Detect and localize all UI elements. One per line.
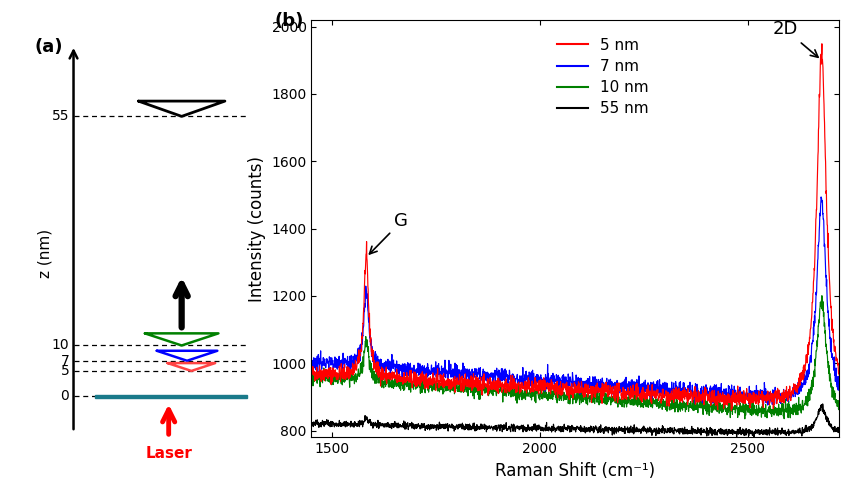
55 nm (548, 425, 559, 431)
5 nm (306, 368, 317, 374)
7 nm (819, 244, 830, 249)
7 nm (834, 379, 844, 385)
Legend: 5 nm, 7 nm, 10 nm, 55 nm: 5 nm, 7 nm, 10 nm, 55 nm (551, 32, 655, 122)
55 nm (817, 401, 828, 407)
5 nm (834, 372, 844, 378)
Text: 5: 5 (61, 364, 69, 378)
Text: 10: 10 (52, 338, 69, 352)
Text: (b): (b) (274, 11, 304, 29)
55 nm (333, 423, 343, 429)
10 nm (563, 397, 573, 403)
Text: 2D: 2D (772, 20, 818, 57)
7 nm (306, 361, 317, 367)
55 nm (721, 430, 732, 436)
10 nm (306, 377, 317, 383)
5 nm (721, 394, 732, 400)
Line: 55 nm: 55 nm (311, 404, 839, 438)
5 nm (817, 41, 827, 47)
Line: 7 nm: 7 nm (311, 197, 839, 405)
10 nm (834, 407, 844, 413)
5 nm (548, 385, 559, 391)
5 nm (819, 113, 830, 119)
5 nm (333, 372, 343, 378)
Text: 55: 55 (52, 109, 69, 123)
10 nm (819, 315, 830, 321)
7 nm (763, 402, 773, 408)
7 nm (816, 194, 826, 200)
Bar (95, 395, 247, 398)
10 nm (721, 409, 732, 414)
55 nm (834, 425, 844, 431)
7 nm (548, 373, 559, 379)
Text: 0: 0 (61, 389, 69, 404)
X-axis label: Raman Shift (cm⁻¹): Raman Shift (cm⁻¹) (495, 462, 656, 480)
7 nm (333, 363, 343, 369)
7 nm (721, 396, 732, 402)
5 nm (563, 383, 573, 389)
Line: 5 nm: 5 nm (311, 44, 839, 411)
Line: 10 nm: 10 nm (311, 296, 839, 419)
Text: (a): (a) (35, 38, 63, 56)
5 nm (819, 101, 830, 107)
Text: z (nm): z (nm) (38, 229, 53, 278)
Text: Laser: Laser (145, 446, 192, 461)
10 nm (817, 293, 827, 299)
Y-axis label: Intensity (counts): Intensity (counts) (247, 156, 266, 302)
10 nm (740, 416, 750, 422)
10 nm (333, 371, 343, 377)
55 nm (819, 411, 830, 416)
7 nm (819, 231, 830, 237)
Text: G: G (369, 212, 408, 254)
Text: 7: 7 (61, 354, 69, 368)
55 nm (819, 408, 830, 414)
5 nm (726, 408, 736, 414)
10 nm (548, 388, 559, 394)
7 nm (563, 385, 573, 391)
55 nm (306, 423, 317, 429)
55 nm (749, 435, 759, 441)
10 nm (819, 324, 830, 330)
55 nm (563, 422, 573, 428)
